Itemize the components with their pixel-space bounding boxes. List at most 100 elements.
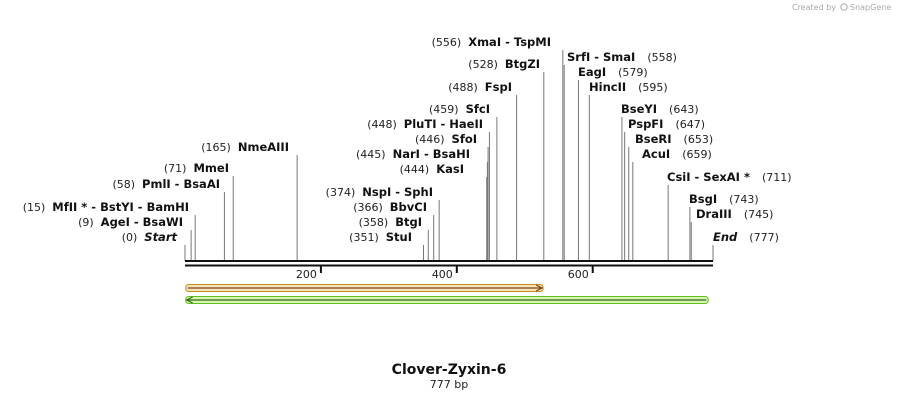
- enzyme-label[interactable]: EagI (579): [578, 65, 648, 79]
- enzyme-name: AgeI - BsaWI: [101, 215, 183, 229]
- enzyme-position: (366): [353, 201, 383, 214]
- enzyme-name: BsgI: [689, 192, 717, 206]
- enzyme-site[interactable]: SrfI - SmaI (558): [567, 50, 677, 64]
- enzyme-label[interactable]: (165) NmeAIII: [201, 140, 289, 154]
- enzyme-site[interactable]: (58) PmlI - BsaAI: [112, 177, 220, 191]
- enzyme-label[interactable]: (448) PluTI - HaeII: [367, 117, 483, 131]
- enzyme-label[interactable]: (9) AgeI - BsaWI: [78, 215, 183, 229]
- enzyme-label[interactable]: DraIII (745): [696, 207, 773, 221]
- enzyme-name: SrfI - SmaI: [567, 50, 635, 64]
- enzyme-label[interactable]: (446) SfoI: [415, 132, 477, 146]
- enzyme-name: BseYI: [621, 102, 657, 116]
- enzyme-site[interactable]: (459) SfcI: [429, 102, 490, 116]
- enzyme-label[interactable]: (374) NspI - SphI: [326, 185, 433, 199]
- enzyme-label[interactable]: (528) BtgZI: [468, 57, 540, 71]
- enzyme-site[interactable]: (374) NspI - SphI: [326, 185, 433, 199]
- enzyme-name: PluTI - HaeII: [404, 117, 483, 131]
- enzyme-label[interactable]: (445) NarI - BsaHI: [356, 147, 470, 161]
- enzyme-label[interactable]: CsiI - SexAI * (711): [667, 170, 792, 184]
- enzyme-name: BtgI: [395, 215, 422, 229]
- enzyme-label[interactable]: BseRI (653): [635, 132, 713, 146]
- enzyme-name: KasI: [436, 162, 464, 176]
- enzyme-site[interactable]: (366) BbvCI: [353, 200, 427, 214]
- enzyme-name: XmaI - TspMI: [468, 35, 551, 49]
- enzyme-name: FspI: [485, 80, 512, 94]
- enzyme-position: (558): [647, 51, 677, 64]
- enzyme-label[interactable]: (459) SfcI: [429, 102, 490, 116]
- enzyme-site[interactable]: DraIII (745): [696, 207, 773, 221]
- ruler-ticks: 200 400 600: [296, 266, 594, 281]
- enzyme-site[interactable]: (446) SfoI: [415, 132, 477, 146]
- cut-site-lines: [184, 50, 714, 261]
- enzyme-site[interactable]: (358) BtgI: [359, 215, 422, 229]
- enzyme-position: (374): [326, 186, 356, 199]
- enzyme-label[interactable]: SrfI - SmaI (558): [567, 50, 677, 64]
- enzyme-position: (71): [164, 162, 187, 175]
- enzyme-name: NarI - BsaHI: [393, 147, 470, 161]
- enzyme-name: PmlI - BsaAI: [142, 177, 220, 191]
- enzyme-name: SfcI: [466, 102, 490, 116]
- enzyme-site[interactable]: BsgI (743): [689, 192, 759, 206]
- enzyme-position: (446): [415, 133, 445, 146]
- enzyme-position: (556): [432, 36, 462, 49]
- enzyme-name: End: [713, 230, 738, 244]
- enzyme-name: CsiI - SexAI *: [667, 170, 750, 184]
- enzyme-site[interactable]: (0) Start: [122, 230, 178, 244]
- enzyme-label[interactable]: (366) BbvCI: [353, 200, 427, 214]
- enzyme-site[interactable]: (445) NarI - BsaHI: [356, 147, 470, 161]
- ruler-tick-label: 400: [432, 268, 453, 281]
- forward-arrow-icon: [535, 284, 544, 292]
- enzyme-label[interactable]: (488) FspI: [448, 80, 512, 94]
- enzyme-position: (777): [749, 231, 779, 244]
- enzyme-name: EagI: [578, 65, 606, 79]
- enzyme-site[interactable]: (15) MfII * - BstYI - BamHI: [23, 200, 189, 214]
- enzyme-label[interactable]: (0) Start: [122, 230, 178, 244]
- enzyme-position: (448): [367, 118, 397, 131]
- enzyme-label[interactable]: End (777): [713, 230, 779, 244]
- sequence-name: Clover-Zyxin-6: [392, 362, 507, 378]
- reverse-arrow-icon: [185, 296, 193, 304]
- enzyme-site[interactable]: HincII (595): [589, 80, 668, 94]
- enzyme-label[interactable]: (358) BtgI: [359, 215, 422, 229]
- enzyme-label[interactable]: HincII (595): [589, 80, 668, 94]
- enzyme-site[interactable]: (351) StuI: [349, 230, 412, 244]
- enzyme-position: (459): [429, 103, 459, 116]
- enzyme-site[interactable]: CsiI - SexAI * (711): [667, 170, 792, 184]
- enzyme-site[interactable]: (488) FspI: [448, 80, 512, 94]
- enzyme-name: AcuI: [642, 147, 670, 161]
- enzyme-label[interactable]: (444) KasI: [400, 162, 464, 176]
- enzyme-site[interactable]: EagI (579): [578, 65, 648, 79]
- enzyme-position: (58): [112, 178, 135, 191]
- enzyme-site[interactable]: BseRI (653): [635, 132, 713, 146]
- sequence-backbone: [185, 260, 713, 267]
- enzyme-site[interactable]: End (777): [713, 230, 779, 244]
- enzyme-site[interactable]: (444) KasI: [400, 162, 464, 176]
- enzyme-position: (9): [78, 216, 94, 229]
- enzyme-label[interactable]: (351) StuI: [349, 230, 412, 244]
- enzyme-position: (643): [669, 103, 699, 116]
- enzyme-site[interactable]: (71) MmeI: [164, 161, 229, 175]
- enzyme-site[interactable]: (9) AgeI - BsaWI: [78, 215, 183, 229]
- branding-product: SnapGene: [850, 3, 891, 12]
- enzyme-site[interactable]: (528) BtgZI: [468, 57, 540, 71]
- enzyme-position: (15): [23, 201, 46, 214]
- enzyme-name: DraIII: [696, 207, 732, 221]
- enzyme-site[interactable]: BseYI (643): [621, 102, 699, 116]
- enzyme-site[interactable]: PspFI (647): [628, 117, 705, 131]
- enzyme-position: (444): [400, 163, 430, 176]
- enzyme-label[interactable]: (556) XmaI - TspMI: [432, 35, 551, 49]
- enzyme-position: (743): [729, 193, 759, 206]
- enzyme-label[interactable]: PspFI (647): [628, 117, 705, 131]
- enzyme-label[interactable]: (71) MmeI: [164, 161, 229, 175]
- enzyme-label[interactable]: BseYI (643): [621, 102, 699, 116]
- enzyme-label[interactable]: (58) PmlI - BsaAI: [112, 177, 220, 191]
- enzyme-site[interactable]: (448) PluTI - HaeII: [367, 117, 483, 131]
- enzyme-site[interactable]: (556) XmaI - TspMI: [432, 35, 551, 49]
- enzyme-site[interactable]: AcuI (659): [642, 147, 712, 161]
- enzyme-label[interactable]: AcuI (659): [642, 147, 712, 161]
- enzyme-label[interactable]: BsgI (743): [689, 192, 759, 206]
- enzyme-position: (488): [448, 81, 478, 94]
- enzyme-label[interactable]: (15) MfII * - BstYI - BamHI: [23, 200, 189, 214]
- enzyme-site[interactable]: (165) NmeAIII: [201, 140, 289, 154]
- enzyme-position: (351): [349, 231, 379, 244]
